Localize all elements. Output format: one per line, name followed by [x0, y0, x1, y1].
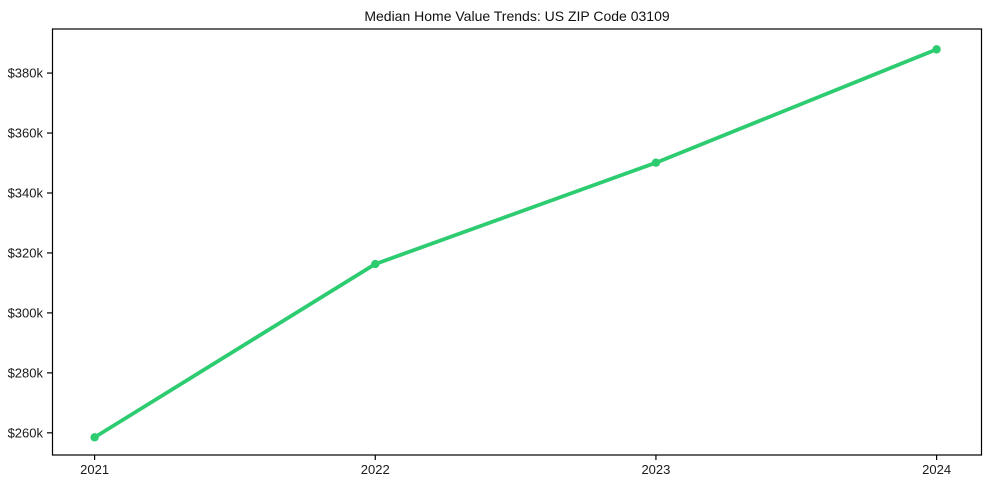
y-tick-label: $340k [8, 185, 44, 200]
y-tick-label: $380k [8, 66, 44, 81]
data-point-marker [932, 45, 941, 54]
axes-layer: 2021 2022 2023 2024 $260k $280k $300k $320k $340… [8, 66, 951, 477]
plot-frame [51, 28, 983, 456]
data-point-marker [371, 259, 380, 269]
y-tick-label: $280k [8, 365, 44, 380]
y-tick-label: $300k [8, 305, 44, 320]
trend-line [92, 47, 939, 440]
y-tick-label: $260k [8, 425, 44, 440]
x-tick-label: 2023 [641, 462, 670, 477]
data-point-marker [90, 433, 99, 442]
x-tick-label: 2021 [80, 462, 109, 477]
data-point-marker [651, 158, 661, 167]
y-tick-label: $360k [8, 126, 44, 141]
x-tick-label: 2024 [922, 462, 951, 477]
x-tick-label: 2022 [361, 462, 390, 477]
y-tick-label: $320k [8, 245, 44, 260]
frame-layer [51, 28, 983, 456]
series-layer [90, 45, 941, 442]
chart-title: Median Home Value Trends: US ZIP Code 03… [364, 8, 670, 24]
